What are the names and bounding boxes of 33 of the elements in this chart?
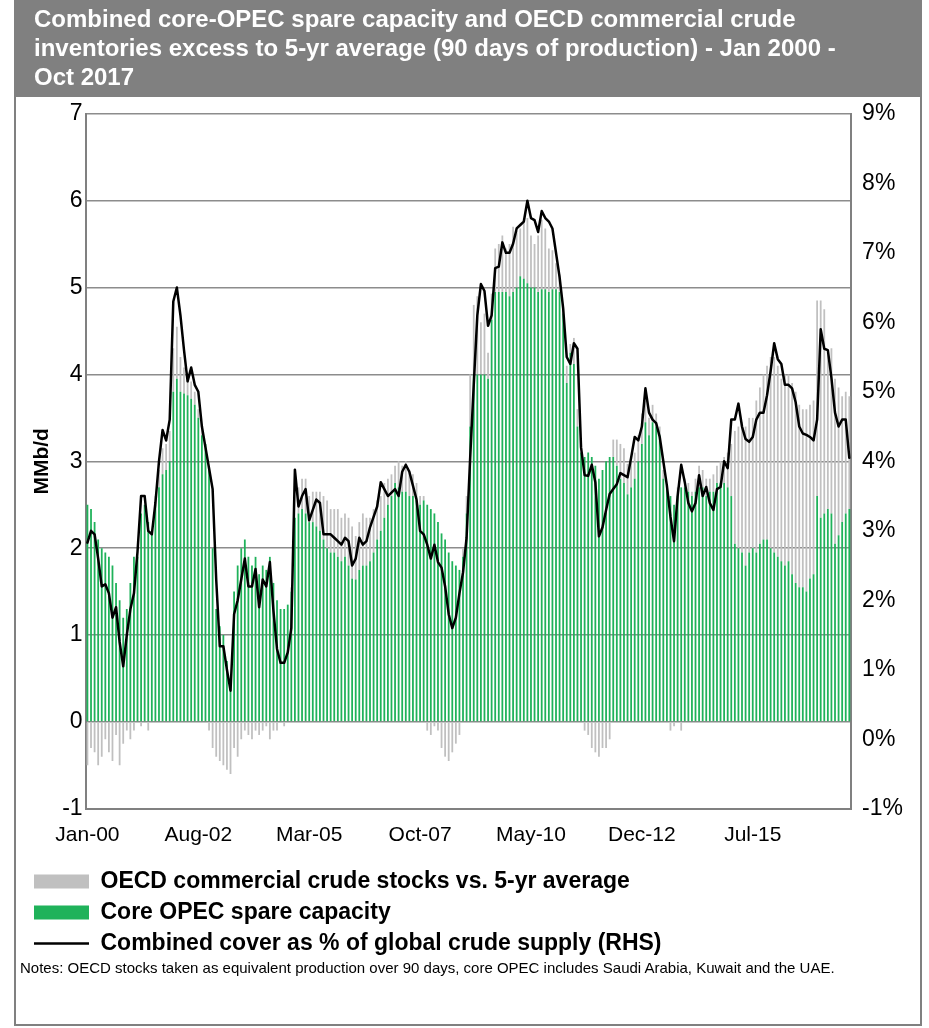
y2-tick-label: 8% [862, 168, 896, 195]
legend-label: Core OPEC spare capacity [100, 897, 391, 924]
x-tick-label: Dec-12 [608, 822, 676, 846]
y2-tick-label: -1% [862, 794, 903, 821]
y2-tick-label: 4% [862, 446, 896, 473]
x-tick-label: Jul-15 [724, 822, 782, 846]
x-tick-label: Jan-00 [55, 822, 120, 846]
y-tick-label: 3 [69, 446, 83, 473]
y2-tick-label: 2% [862, 585, 896, 612]
y-tick-label: -1 [62, 794, 83, 821]
chart-title: Combined core-OPEC spare capacity and OECD commercial crude inventories excess to 5-yr average (90 days of production) - Jan 2000 - Oct 2017 [16, 0, 920, 97]
legend-label: OECD commercial crude stocks vs. 5-yr average [100, 866, 630, 893]
y-axis-title: MMb/d [29, 428, 53, 495]
y-tick-label: 2 [69, 533, 83, 560]
x-tick-label: May-10 [495, 822, 566, 846]
x-tick-label: Aug-02 [164, 822, 233, 846]
y-tick-label: 1 [69, 620, 83, 647]
y2-tick-label: 3% [862, 516, 896, 543]
y-tick-label: 4 [69, 359, 83, 386]
y2-tick-label: 9% [862, 99, 896, 126]
legend-label: Combined cover as % of global crude supply (RHS) [100, 928, 662, 955]
x-tick-label: Oct-07 [388, 822, 452, 846]
y2-tick-label: 7% [862, 238, 896, 265]
y-tick-label: 6 [69, 186, 83, 213]
text: Notes: OECD stocks taken as equivalent production over 90 days, core OPEC includes Saudi Arabia, Kuwait and the UAE. [20, 959, 836, 977]
y-tick-label: 5 [69, 272, 83, 299]
y2-tick-label: 6% [862, 307, 896, 334]
y2-tick-label: 0% [862, 724, 896, 751]
y2-tick-label: 5% [862, 377, 896, 404]
x-tick-label: Mar-05 [275, 822, 343, 846]
y-tick-label: 7 [69, 99, 83, 126]
y-tick-label: 0 [69, 707, 83, 734]
y2-tick-label: 1% [862, 655, 896, 682]
